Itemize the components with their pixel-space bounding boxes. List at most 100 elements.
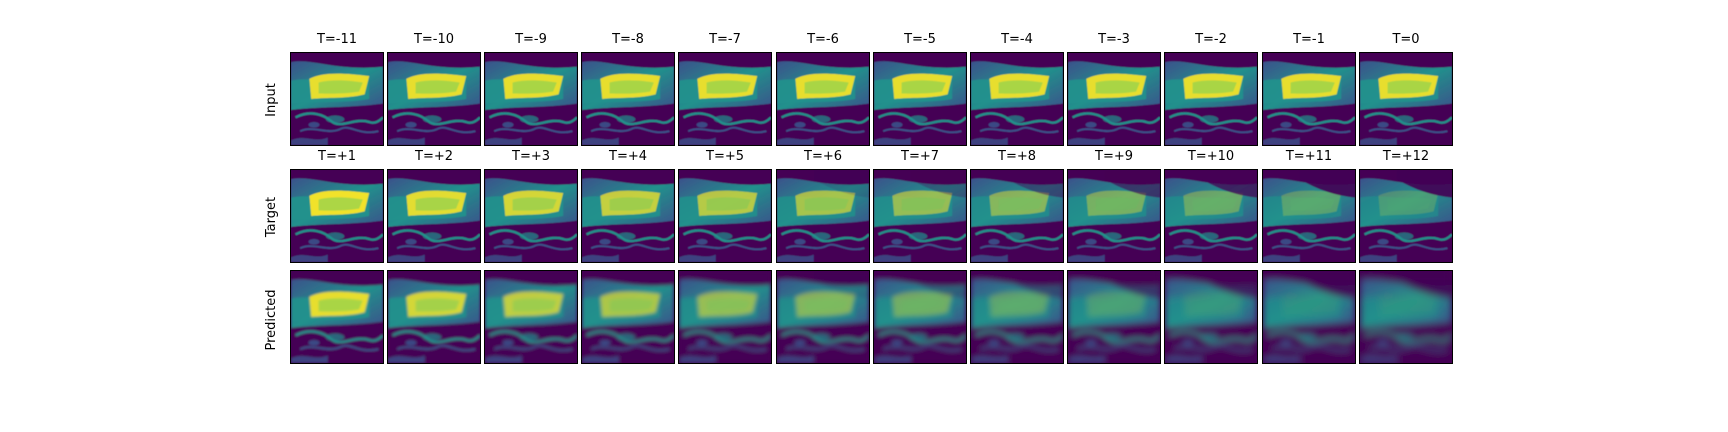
heatmap-image	[484, 169, 578, 263]
panel-predicted	[776, 270, 870, 364]
panel-input: T=-7	[678, 32, 772, 146]
panel-title: T=+8	[998, 149, 1036, 164]
panel-title: T=-6	[807, 32, 839, 47]
heatmap-image	[678, 270, 772, 364]
panel-predicted	[1359, 270, 1453, 364]
panel-target: T=+1	[290, 149, 384, 263]
panel-title: T=+12	[1382, 149, 1430, 164]
panel-title: T=+7	[901, 149, 939, 164]
heatmap-image	[873, 52, 967, 146]
row-predicted: Predicted	[0, 0, 1728, 364]
panel-input: T=-10	[387, 32, 481, 146]
panel-target: T=+10	[1164, 149, 1258, 263]
panel-title: T=-1	[1293, 32, 1325, 47]
panel-target: T=+11	[1262, 149, 1356, 263]
panel-input: T=-11	[290, 32, 384, 146]
heatmap-image	[581, 270, 675, 364]
panel-target: T=+9	[1067, 149, 1161, 263]
panel-input: T=-6	[776, 32, 870, 146]
panel-target: T=+2	[387, 149, 481, 263]
heatmap-image	[873, 270, 967, 364]
row-label-target: Target	[264, 196, 279, 238]
heatmap-image	[776, 52, 870, 146]
heatmap-image	[387, 52, 481, 146]
panel-predicted	[970, 270, 1064, 364]
panel-title: T=0	[1392, 32, 1420, 47]
panel-title: T=+3	[512, 149, 550, 164]
panel-predicted	[581, 270, 675, 364]
panel-target: T=+4	[581, 149, 675, 263]
heatmap-image	[290, 270, 384, 364]
panel-title: T=-11	[316, 32, 358, 47]
heatmap-image	[1359, 52, 1453, 146]
heatmap-image	[970, 52, 1064, 146]
panel-predicted	[1262, 270, 1356, 364]
panel-title: T=-7	[709, 32, 741, 47]
panel-input: T=-3	[1067, 32, 1161, 146]
panel-input: T=-9	[484, 32, 578, 146]
heatmap-image	[1262, 270, 1356, 364]
heatmap-image	[581, 169, 675, 263]
heatmap-image	[387, 169, 481, 263]
heatmap-image	[1067, 52, 1161, 146]
heatmap-image	[1067, 270, 1161, 364]
heatmap-image	[290, 52, 384, 146]
heatmap-image	[776, 169, 870, 263]
panel-input: T=-8	[581, 32, 675, 146]
heatmap-image	[290, 169, 384, 263]
heatmap-image	[1262, 169, 1356, 263]
panel-title: T=-2	[1195, 32, 1227, 47]
heatmap-image	[776, 270, 870, 364]
heatmap-image	[484, 270, 578, 364]
panel-input: T=-4	[970, 32, 1064, 146]
panel-title: T=+6	[804, 149, 842, 164]
panel-title: T=-9	[515, 32, 547, 47]
panel-predicted	[873, 270, 967, 364]
panel-title: T=-10	[413, 32, 455, 47]
heatmap-image	[1164, 270, 1258, 364]
panel-input: T=-5	[873, 32, 967, 146]
row-input: Input T=-11 T=-10 T=-9 T=-8 T=-7 T=-6 T=…	[0, 0, 1728, 146]
heatmap-image	[873, 169, 967, 263]
panel-title: T=+2	[415, 149, 453, 164]
panel-input: T=-1	[1262, 32, 1356, 146]
panel-predicted	[1067, 270, 1161, 364]
row-target: Target T=+1 T=+2 T=+3 T=+4 T=+5 T=+6 T=+…	[0, 0, 1728, 263]
heatmap-image	[387, 270, 481, 364]
panel-title: T=-8	[612, 32, 644, 47]
panel-title: T=-3	[1098, 32, 1130, 47]
panel-predicted	[387, 270, 481, 364]
heatmap-image	[484, 52, 578, 146]
panel-predicted	[290, 270, 384, 364]
panel-title: T=+11	[1285, 149, 1333, 164]
heatmap-image	[970, 270, 1064, 364]
heatmap-image	[1359, 169, 1453, 263]
panel-target: T=+12	[1359, 149, 1453, 263]
heatmap-image	[1262, 52, 1356, 146]
panel-input: T=-2	[1164, 32, 1258, 146]
panel-target: T=+5	[678, 149, 772, 263]
heatmap-image	[1164, 169, 1258, 263]
heatmap-image	[678, 169, 772, 263]
panel-predicted	[678, 270, 772, 364]
row-label-predicted: Predicted	[264, 289, 279, 351]
panel-title: T=+9	[1095, 149, 1133, 164]
heatmap-image	[678, 52, 772, 146]
panel-input: T=0	[1359, 32, 1453, 146]
panel-target: T=+6	[776, 149, 870, 263]
panel-title: T=+5	[706, 149, 744, 164]
heatmap-image	[970, 169, 1064, 263]
heatmap-image	[1359, 270, 1453, 364]
panel-title: T=-4	[1001, 32, 1033, 47]
panel-target: T=+7	[873, 149, 967, 263]
panel-predicted	[484, 270, 578, 364]
heatmap-image	[581, 52, 675, 146]
panel-title: T=+4	[609, 149, 647, 164]
panel-title: T=+1	[318, 149, 356, 164]
panel-target: T=+3	[484, 149, 578, 263]
panel-title: T=+10	[1187, 149, 1235, 164]
panel-title: T=-5	[904, 32, 936, 47]
heatmap-image	[1164, 52, 1258, 146]
panel-predicted	[1164, 270, 1258, 364]
